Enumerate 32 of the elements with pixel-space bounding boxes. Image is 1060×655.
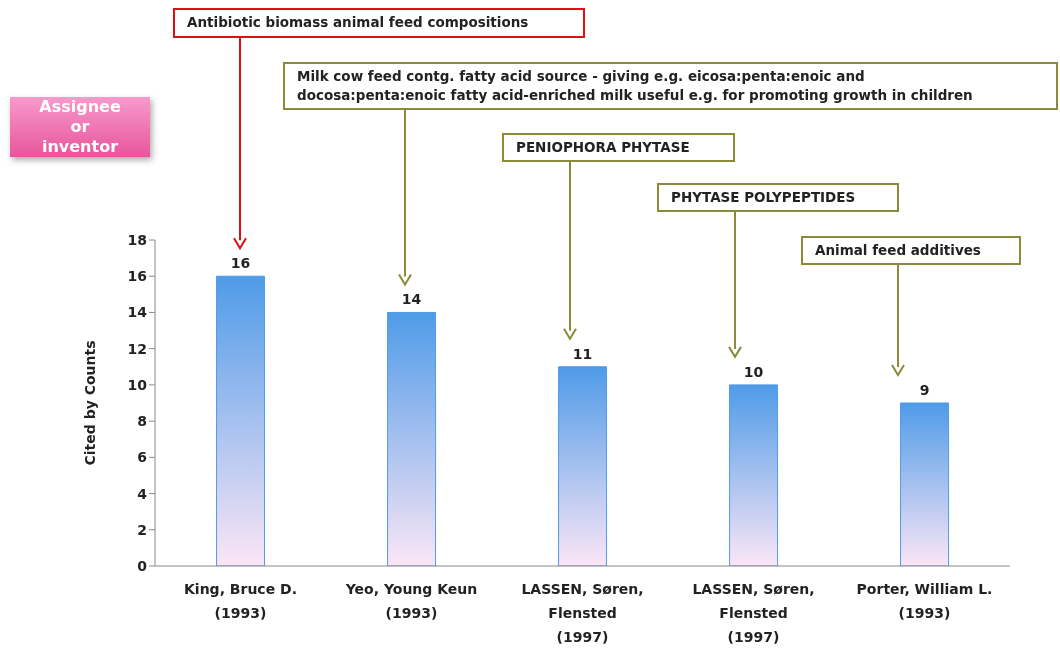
annotation: Animal feed additives: [801, 236, 1021, 265]
x-tick-label: Porter, William L. (1993): [856, 581, 993, 621]
data-label: 9: [919, 382, 930, 398]
y-tick-label: 8: [137, 413, 147, 430]
y-tick-label: 6: [137, 449, 147, 466]
data-label: 16: [230, 255, 251, 272]
data-label: 10: [743, 363, 764, 380]
text: PENIOPHORA PHYTASE: [502, 133, 735, 162]
y-tick-label: 4: [137, 485, 148, 502]
bar: [558, 366, 608, 566]
data-label: 11: [572, 345, 593, 362]
y-tick-label: 14: [127, 304, 148, 321]
x-tick-label: LASSEN, Søren, Flensted (1997): [692, 581, 815, 645]
bar: [216, 275, 266, 566]
y-tick-label: 2: [137, 521, 147, 538]
text: Assignee or inventor: [10, 97, 150, 157]
data-label: 14: [401, 291, 422, 308]
y-tick-label: 10: [127, 376, 148, 393]
text: Milk cow feed contg. fatty acid source - giving e.g. eicosa:penta:enoic and docosa:penta:enoic fatty acid-enriched milk useful e.g. for promoting growth in children: [283, 62, 1058, 110]
y-tick-label: 18: [127, 231, 147, 248]
x-tick-label: Yeo, Young Keun (1993): [344, 581, 478, 621]
x-tick-label: King, Bruce D. (1993): [184, 581, 297, 621]
text: PHYTASE POLYPEPTIDES: [657, 183, 899, 212]
x-tick-label: LASSEN, Søren, Flensted (1997): [521, 581, 644, 645]
y-tick-label: 0: [137, 557, 148, 574]
bar: [900, 402, 950, 566]
y-tick-label: 16: [127, 268, 147, 285]
y-axis-title: Cited by Counts: [81, 340, 98, 466]
bar: [729, 384, 779, 566]
text: Antibiotic biomass animal feed compositions: [173, 8, 585, 38]
y-tick-label: 12: [127, 340, 147, 357]
bar: [387, 311, 437, 566]
